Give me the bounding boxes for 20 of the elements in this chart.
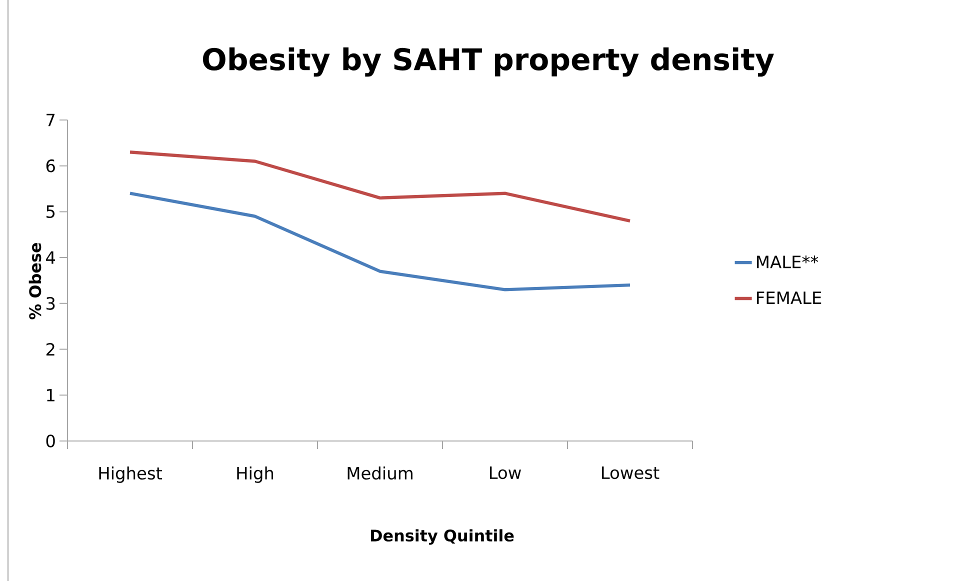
x-tick-label: Highest (99, 466, 162, 483)
y-tick-label: 1 (47, 388, 54, 402)
legend-label: FEMALE (757, 292, 822, 304)
y-tick-label: 5 (46, 205, 55, 218)
x-tick-label: Lowest (602, 466, 660, 480)
y-tick-label: 2 (46, 342, 54, 356)
y-tick-label: 7 (46, 114, 55, 126)
y-tick-label: 4 (46, 251, 56, 264)
x-tick-label: Low (490, 466, 521, 480)
y-axis-title: % Obese (28, 242, 42, 320)
x-axis-title: Density Quintile (370, 529, 514, 545)
y-tick-label: 6 (46, 159, 55, 172)
line-series (128, 150, 632, 222)
line-series (128, 192, 632, 292)
chart-title: Obesity by SAHT property density (202, 47, 774, 77)
x-tick-label: Medium (348, 466, 412, 480)
y-tick-label: 0 (46, 434, 55, 448)
x-tick-label: High (237, 466, 274, 483)
y-tick-label: 3 (46, 297, 55, 310)
legend-label: MALE** (757, 256, 818, 268)
